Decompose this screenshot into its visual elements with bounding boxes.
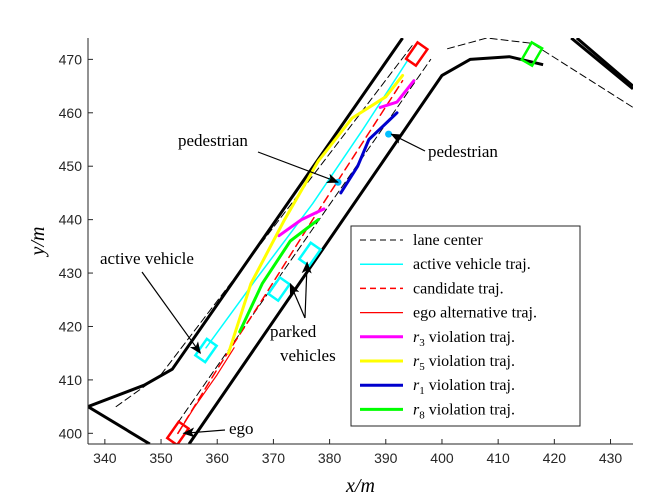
x-tick-label: 420 [543, 450, 567, 466]
annotation-text-1: pedestrian [428, 142, 498, 161]
legend-label-0: lane center [413, 232, 483, 249]
series-ego-alternative-traj-0 [177, 347, 235, 434]
y-tick-label: 440 [59, 212, 83, 228]
annotation-text-3: parked [270, 322, 317, 341]
legend-label-5: r5 violation traj. [413, 353, 515, 373]
series-r1-violation-traj-0 [339, 111, 399, 195]
series-r3-violation-traj-0 [277, 207, 326, 238]
y-tick-label: 430 [59, 265, 83, 281]
x-tick-label: 380 [318, 450, 342, 466]
annotation-arrow-3 [289, 282, 306, 319]
y-axis-label: y/m [27, 227, 49, 258]
road-boundary-far-right-edge [575, 38, 633, 88]
annotation-arrow-2 [141, 271, 201, 354]
y-tick-label: 450 [59, 158, 83, 174]
series-r8-violation-traj-0 [238, 218, 320, 334]
legend-label-4: r3 violation traj. [413, 329, 515, 349]
x-tick-label: 430 [599, 450, 623, 466]
series-lane-center-2 [447, 38, 633, 108]
annotation-arrow-4 [301, 261, 312, 319]
x-tick-label: 340 [93, 450, 117, 466]
vehicle-green-vehicle-5 [520, 40, 544, 68]
road-boundary-upper-right-edge [570, 38, 633, 90]
annotation-arrow-5 [182, 427, 226, 438]
road-boundary-left-edge [88, 38, 404, 409]
annotation-arrow-1 [390, 133, 426, 152]
y-tick-label: 460 [59, 105, 83, 121]
y-tick-label: 410 [59, 372, 83, 388]
legend-label-3: ego alternative traj. [413, 305, 537, 322]
series-r3-violation-traj-1 [378, 79, 416, 109]
legend-label-6: r1 violation traj. [413, 377, 515, 397]
vehicle-active-vehicle-1 [193, 337, 219, 364]
legend-box [350, 225, 581, 427]
x-tick-label: 350 [149, 450, 173, 466]
pedestrian-marker-1 [385, 130, 393, 138]
x-tick-label: 410 [486, 450, 510, 466]
series-active-vehicle-traj-0 [205, 58, 410, 349]
y-tick-label: 470 [59, 51, 83, 67]
series-lane-center-0 [115, 42, 415, 408]
legend-label-1: active vehicle traj. [413, 256, 531, 273]
annotation-text-4: vehicles [280, 346, 336, 365]
vehicle-red-vehicle-4 [404, 40, 430, 68]
legend-label-2: candidate traj. [413, 280, 504, 297]
annotation-text-0: pedestrian [178, 131, 248, 150]
annotation-text-2: active vehicle [100, 249, 194, 268]
y-tick-label: 420 [59, 318, 83, 334]
road-boundary-lower-left-edge [88, 405, 151, 444]
vehicle-parked-vehicle-2 [266, 275, 292, 303]
x-tick-label: 360 [206, 450, 230, 466]
annotation-arrow-0 [257, 151, 339, 184]
legend-label-7: r8 violation traj. [413, 401, 515, 421]
series-r5-violation-traj-0 [227, 73, 405, 355]
x-tick-label: 390 [374, 450, 398, 466]
y-tick-label: 400 [59, 425, 83, 441]
x-axis-label: x/m [345, 475, 375, 497]
x-tick-label: 370 [262, 450, 286, 466]
x-tick-label: 400 [430, 450, 454, 466]
annotation-text-5: ego [229, 419, 254, 438]
